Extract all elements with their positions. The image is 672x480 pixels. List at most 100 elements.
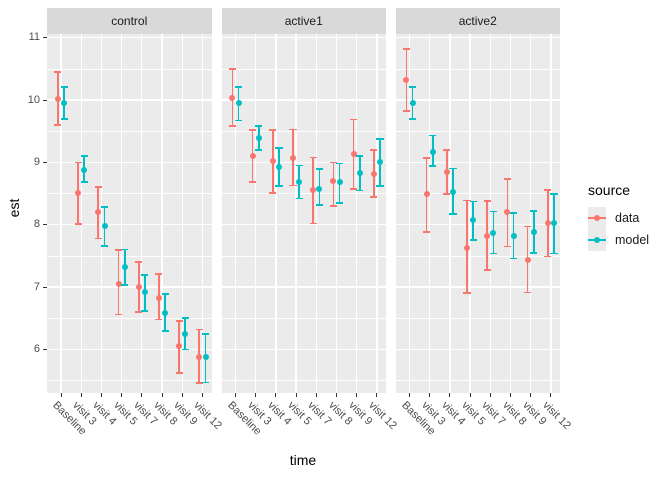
y-tick-mark — [42, 348, 47, 350]
y-tick-label: 11 — [28, 31, 40, 44]
pointrange-model-cap-bottom — [80, 180, 88, 183]
pointrange-data-cap-bottom — [483, 269, 491, 272]
pointrange-data-cap-top — [423, 157, 431, 159]
x-axis-title: time — [289, 452, 317, 468]
pointrange-data-point — [350, 150, 357, 157]
pointrange-data-cap-bottom — [74, 223, 82, 225]
pointrange-data-cap-top — [155, 273, 163, 275]
x-tick-mark — [429, 393, 431, 397]
pointrange-data-cap-bottom — [423, 231, 431, 234]
pointrange-model-cap-top — [530, 210, 538, 212]
gridline-minor-y — [395, 193, 560, 194]
facet-panel-active2 — [395, 34, 560, 393]
pointrange-model-point — [101, 222, 108, 229]
gridline-major-x — [234, 34, 237, 393]
gridline-major-y — [221, 286, 386, 288]
pointrange-model-point — [336, 178, 343, 185]
gridline-minor-y — [47, 317, 212, 319]
pointrange-model-point — [490, 229, 497, 236]
pointrange-data-point — [443, 169, 450, 176]
pointrange-model-cap-top — [469, 200, 477, 203]
gridline-major-x — [315, 34, 317, 393]
pointrange-model-cap-bottom — [201, 381, 210, 384]
x-tick-mark — [336, 393, 337, 397]
gridline-minor-y — [47, 130, 212, 132]
gridline-major-y — [47, 37, 212, 39]
pointrange-data-point — [544, 219, 551, 226]
gridline-major-x — [201, 34, 204, 393]
pointrange-model-point — [235, 100, 242, 107]
pointrange-model-point — [255, 135, 262, 142]
x-tick-mark — [489, 393, 491, 397]
pointrange-model-point — [470, 216, 477, 223]
y-tick-label: 8 — [33, 218, 40, 231]
legend-title: source — [588, 182, 631, 198]
pointrange-model-cap-bottom — [409, 117, 417, 120]
pointrange-data-cap-bottom — [544, 255, 552, 258]
gridline-major-x — [100, 34, 103, 393]
pointrange-data-cap-top — [350, 118, 358, 121]
pointrange-data-point — [330, 178, 337, 185]
gridline-minor-y — [395, 380, 560, 381]
gridline-minor-y — [221, 130, 386, 132]
pointrange-data-point — [176, 343, 183, 350]
pointrange-model-cap-top — [356, 155, 364, 157]
pointrange-data-cap-top — [74, 161, 82, 164]
pointrange-data-cap-bottom — [195, 382, 203, 384]
x-tick-mark — [356, 393, 358, 397]
pointrange-model-cap-bottom — [141, 309, 149, 312]
legend-label-data: data — [615, 211, 640, 225]
pointrange-model-point — [510, 232, 517, 239]
x-tick-mark — [469, 393, 471, 397]
pointrange-data-cap-top — [503, 178, 511, 181]
y-tick-mark — [42, 224, 47, 226]
pointrange-data-cap-top — [370, 149, 378, 151]
pointrange-model-cap-top — [201, 332, 210, 335]
pointrange-model-cap-bottom — [489, 252, 497, 255]
pointrange-data-cap-bottom — [135, 311, 143, 313]
gridline-minor-y — [221, 380, 386, 381]
gridline-minor-y — [395, 317, 560, 319]
gridline-major-y — [221, 99, 386, 101]
y-tick-mark — [42, 161, 47, 163]
pointrange-model-cap-top — [161, 293, 169, 295]
pointrange-model-cap-bottom — [235, 119, 243, 122]
pointrange-model-cap-bottom — [429, 165, 437, 167]
x-tick-mark — [550, 393, 552, 397]
gridline-major-y — [47, 161, 212, 164]
gridline-major-x — [255, 34, 257, 393]
pointrange-data-cap-bottom — [175, 372, 183, 374]
gridline-major-x — [429, 34, 431, 393]
pointrange-data-cap-bottom — [54, 124, 62, 126]
gridline-major-y — [395, 224, 560, 226]
pointrange-model-cap-bottom — [275, 185, 283, 187]
gridline-major-x — [275, 34, 277, 393]
pointrange-model-point — [356, 169, 363, 176]
pointrange-data-cap-top — [544, 188, 552, 191]
pointrange-data-point — [155, 294, 162, 301]
pointrange-data-cap-bottom — [114, 313, 123, 316]
gridline-minor-y — [47, 255, 212, 257]
pointrange-data-cap-bottom — [249, 180, 257, 183]
pointrange-data-point — [484, 232, 491, 239]
pointrange-data-cap-bottom — [269, 192, 277, 194]
x-tick-mark — [181, 393, 183, 397]
gridline-major-y — [221, 37, 386, 39]
pointrange-data-point — [524, 257, 531, 264]
pointrange-model-point — [141, 289, 148, 296]
y-axis-title: est — [6, 198, 22, 218]
pointrange-data-point — [229, 94, 236, 101]
gridline-major-x — [141, 34, 143, 393]
pointrange-data-cap-bottom — [155, 318, 163, 321]
x-tick-mark — [141, 393, 143, 397]
pointrange-model-cap-top — [275, 147, 283, 149]
pointrange-model-cap-bottom — [100, 245, 109, 247]
pointrange-model-point — [551, 220, 557, 227]
pointrange-model-point — [121, 264, 128, 271]
pointrange-data-cap-top — [524, 225, 532, 228]
pointrange-model-point — [296, 178, 303, 185]
gridline-major-y — [221, 224, 386, 226]
gridline-major-y — [221, 161, 386, 164]
pointrange-model-cap-top — [295, 164, 303, 167]
pointrange-data-cap-bottom — [94, 237, 102, 240]
